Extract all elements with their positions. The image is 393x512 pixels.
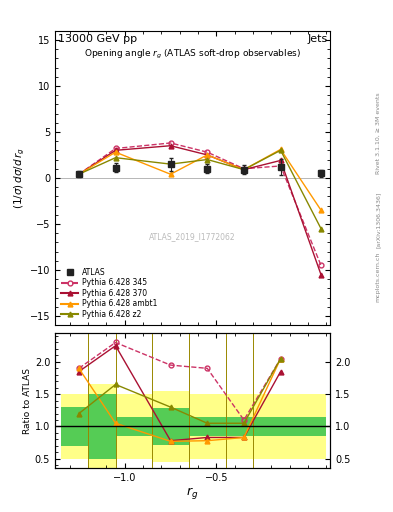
Text: [arXiv:1306.3436]: [arXiv:1306.3436] (376, 192, 380, 248)
Text: ATLAS_2019_I1772062: ATLAS_2019_I1772062 (149, 232, 236, 241)
Text: Jets: Jets (307, 34, 327, 44)
Text: Rivet 3.1.10, ≥ 3M events: Rivet 3.1.10, ≥ 3M events (376, 92, 380, 174)
Text: mcplots.cern.ch: mcplots.cern.ch (376, 251, 380, 302)
Y-axis label: Ratio to ATLAS: Ratio to ATLAS (23, 368, 32, 434)
Text: Opening angle $r_g$ (ATLAS soft-drop observables): Opening angle $r_g$ (ATLAS soft-drop obs… (84, 49, 301, 61)
Y-axis label: $(1/\sigma)\,d\sigma/d\,r_g$: $(1/\sigma)\,d\sigma/d\,r_g$ (13, 147, 27, 209)
Legend: ATLAS, Pythia 6.428 345, Pythia 6.428 370, Pythia 6.428 ambt1, Pythia 6.428 z2: ATLAS, Pythia 6.428 345, Pythia 6.428 37… (59, 266, 160, 322)
X-axis label: $r_g$: $r_g$ (186, 485, 199, 501)
Text: 13000 GeV pp: 13000 GeV pp (58, 34, 137, 44)
